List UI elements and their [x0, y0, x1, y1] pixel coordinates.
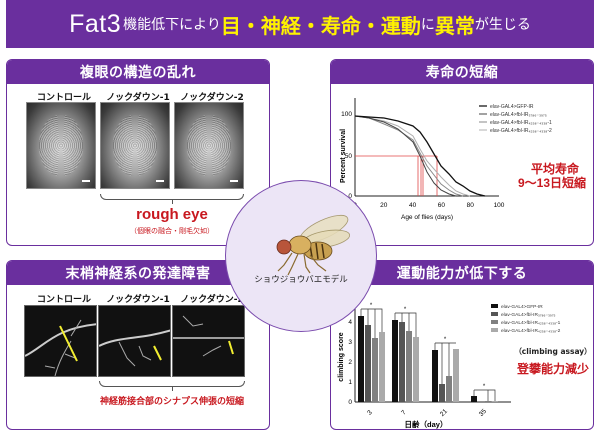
svg-text:50: 50 [345, 153, 353, 160]
banner-highlight: 目・神経・寿命・運動 [220, 13, 421, 38]
svg-text:0: 0 [348, 193, 352, 200]
svg-text:1: 1 [348, 379, 352, 386]
image-label: ノックダウン-1 [106, 93, 170, 103]
sem-image-control [26, 102, 96, 189]
banner-gene: Fat3 [69, 9, 122, 38]
svg-text:100: 100 [494, 202, 505, 209]
panel-title: 寿命の短縮 [331, 60, 593, 84]
climbing-chart: climbing score 012 345 *** [338, 299, 561, 429]
svg-text:20: 20 [380, 202, 388, 209]
survival-chart: Percent survival 100 50 0 0 20 40 60 80 … [340, 98, 552, 221]
svg-text:climbing score: climbing score [338, 332, 345, 382]
svg-text:60: 60 [438, 202, 446, 209]
image-label: ノックダウン-2 [180, 93, 244, 103]
lifespan-panel: 寿命の短縮 Percent survival 100 50 0 0 20 40 … [330, 59, 594, 246]
eye-structure-panel: 複眼の構造の乱れ コントロール ノックダウン-1 ノックダウン-2 rough … [6, 59, 270, 246]
image-label: ノックダウン-1 [106, 295, 170, 305]
svg-text:elav-GAL4>GFP-IR: elav-GAL4>GFP-IR [501, 304, 543, 310]
svg-text:elav-GAL4>fbl-IR₄₂₅₈₋₄₃₃₈-2: elav-GAL4>fbl-IR₄₂₅₈₋₄₃₃₈-2 [490, 128, 552, 134]
result-text: 神経筋接合部のシナプス伸張の短縮 [99, 396, 244, 406]
svg-text:3: 3 [348, 339, 352, 346]
svg-text:7: 7 [400, 409, 408, 417]
svg-text:*: * [370, 303, 373, 309]
svg-text:日齢（day）: 日齢（day） [405, 419, 448, 429]
svg-text:Age of flies (days): Age of flies (days) [401, 214, 453, 221]
center-label: ショウジョウバエモデル [254, 275, 348, 285]
sem-image-knockdown-1 [100, 102, 170, 189]
lifespan-annotation-2: 9～13日短縮 [517, 176, 587, 190]
svg-text:elav-GAL4>GFP-IR: elav-GAL4>GFP-IR [490, 104, 534, 110]
svg-text:0: 0 [348, 399, 352, 406]
bracket [100, 194, 244, 204]
banner-text: に [420, 17, 435, 33]
banner-text: が生じる [474, 17, 531, 33]
motor-annotation: 登攀能力減少 [516, 362, 589, 376]
svg-text:*: * [404, 307, 407, 313]
image-label: ノックダウン-2 [180, 295, 244, 305]
svg-text:4: 4 [348, 319, 352, 326]
svg-text:40: 40 [409, 202, 417, 209]
svg-text:elav-GAL4>fbl-IR₃₇₈₆₋₃₉₇₅: elav-GAL4>fbl-IR₃₇₈₆₋₃₉₇₅ [490, 112, 547, 118]
banner-text: 機能低下により [123, 17, 221, 33]
svg-text:Percent survival: Percent survival [340, 129, 347, 183]
svg-text:elav-GAL4>fbl-IR₄₂₅₈₋₄₃₃₈-1: elav-GAL4>fbl-IR₄₂₅₈₋₄₃₃₈-1 [490, 120, 552, 126]
svg-text:21: 21 [439, 408, 449, 418]
svg-text:2: 2 [348, 359, 352, 366]
svg-text:3: 3 [366, 409, 374, 417]
lifespan-annotation-1: 平均寿命 [530, 162, 579, 176]
sem-image-knockdown-2 [174, 102, 244, 189]
svg-text:elav-GAL4>fbl-IR₃₇₈₆₋₃₉₇₅: elav-GAL4>fbl-IR₃₇₈₆₋₃₉₇₅ [501, 312, 555, 318]
nmj-image-knockdown-1 [98, 305, 171, 377]
svg-text:elav-GAL4>fbl-IR₄₂₅₈₋₄₃₃₈-2: elav-GAL4>fbl-IR₄₂₅₈₋₄₃₃₈-2 [501, 328, 561, 334]
image-label: コントロール [36, 295, 91, 305]
svg-text:35: 35 [478, 408, 488, 418]
svg-text:elav-GAL4>fbl-IR₄₂₅₈₋₄₃₃₈-1: elav-GAL4>fbl-IR₄₂₅₈₋₄₃₃₈-1 [501, 320, 561, 326]
banner-highlight: 異常 [434, 13, 475, 38]
fruit-fly-icon [276, 214, 351, 276]
nmj-image-knockdown-2 [172, 305, 245, 377]
svg-text:100: 100 [341, 111, 352, 118]
image-label: コントロール [36, 93, 91, 103]
assay-label: （climbing assay） [514, 347, 592, 356]
bracket [99, 381, 245, 391]
svg-text:*: * [483, 384, 486, 390]
result-note: （個眼の融合・剛毛欠如） [130, 227, 214, 235]
nmj-image-control [24, 305, 97, 377]
svg-text:*: * [444, 337, 447, 343]
title-banner: Fat3 機能低下により 目・神経・寿命・運動 に 異常 が生じる [6, 0, 594, 48]
fruit-fly-model-badge: ショウジョウバエモデル [225, 180, 377, 332]
result-text: rough eye [136, 206, 208, 223]
svg-text:80: 80 [467, 202, 475, 209]
panel-title: 複眼の構造の乱れ [7, 60, 269, 84]
peripheral-nerve-panel: 末梢神経系の発達障害 コントロール ノックダウン-1 ノックダウン-2 神経筋接… [6, 260, 270, 430]
